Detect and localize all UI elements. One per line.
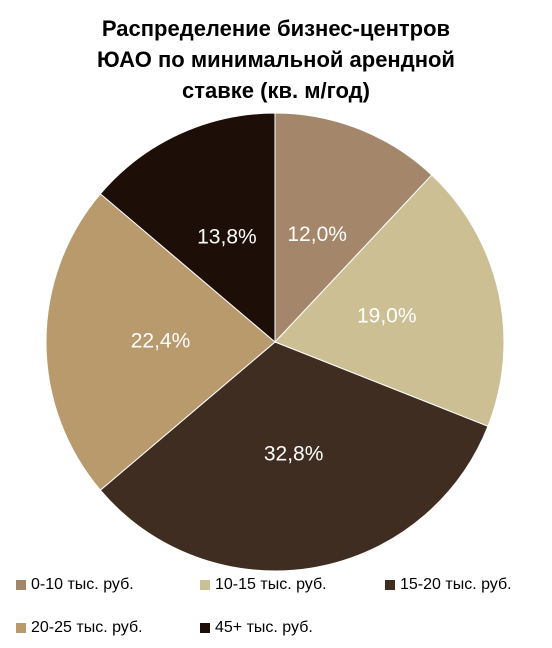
chart-title: ЮАО по минимальной арендной [97, 47, 455, 72]
pie-slice [99, 341, 489, 572]
pie-slice [99, 112, 276, 344]
value-label: 12,0% [287, 223, 347, 246]
legend-swatch [200, 580, 210, 590]
chart-title: Распределение бизнес-центров [102, 16, 450, 41]
pie-slice [45, 193, 276, 491]
chart-title: ставке (кв. м/год) [182, 78, 370, 103]
value-label: 32,8% [264, 443, 324, 466]
legend-label: 10-15 тыс. руб. [215, 576, 327, 593]
legend-swatch [385, 580, 395, 590]
legend-swatch [16, 580, 26, 590]
legend-label: 15-20 тыс. руб. [400, 576, 512, 593]
legend-swatch [200, 623, 210, 633]
legend-label: 0-10 тыс. руб. [31, 576, 134, 593]
legend-label: 45+ тыс. руб. [215, 619, 313, 636]
pie-slice [274, 174, 505, 427]
legend-label: 20-25 тыс. руб. [31, 619, 143, 636]
pie-slice [274, 112, 433, 344]
value-label: 13,8% [197, 226, 257, 249]
value-label: 19,0% [357, 305, 417, 328]
value-label: 22,4% [131, 330, 191, 353]
legend-swatch [16, 623, 26, 633]
